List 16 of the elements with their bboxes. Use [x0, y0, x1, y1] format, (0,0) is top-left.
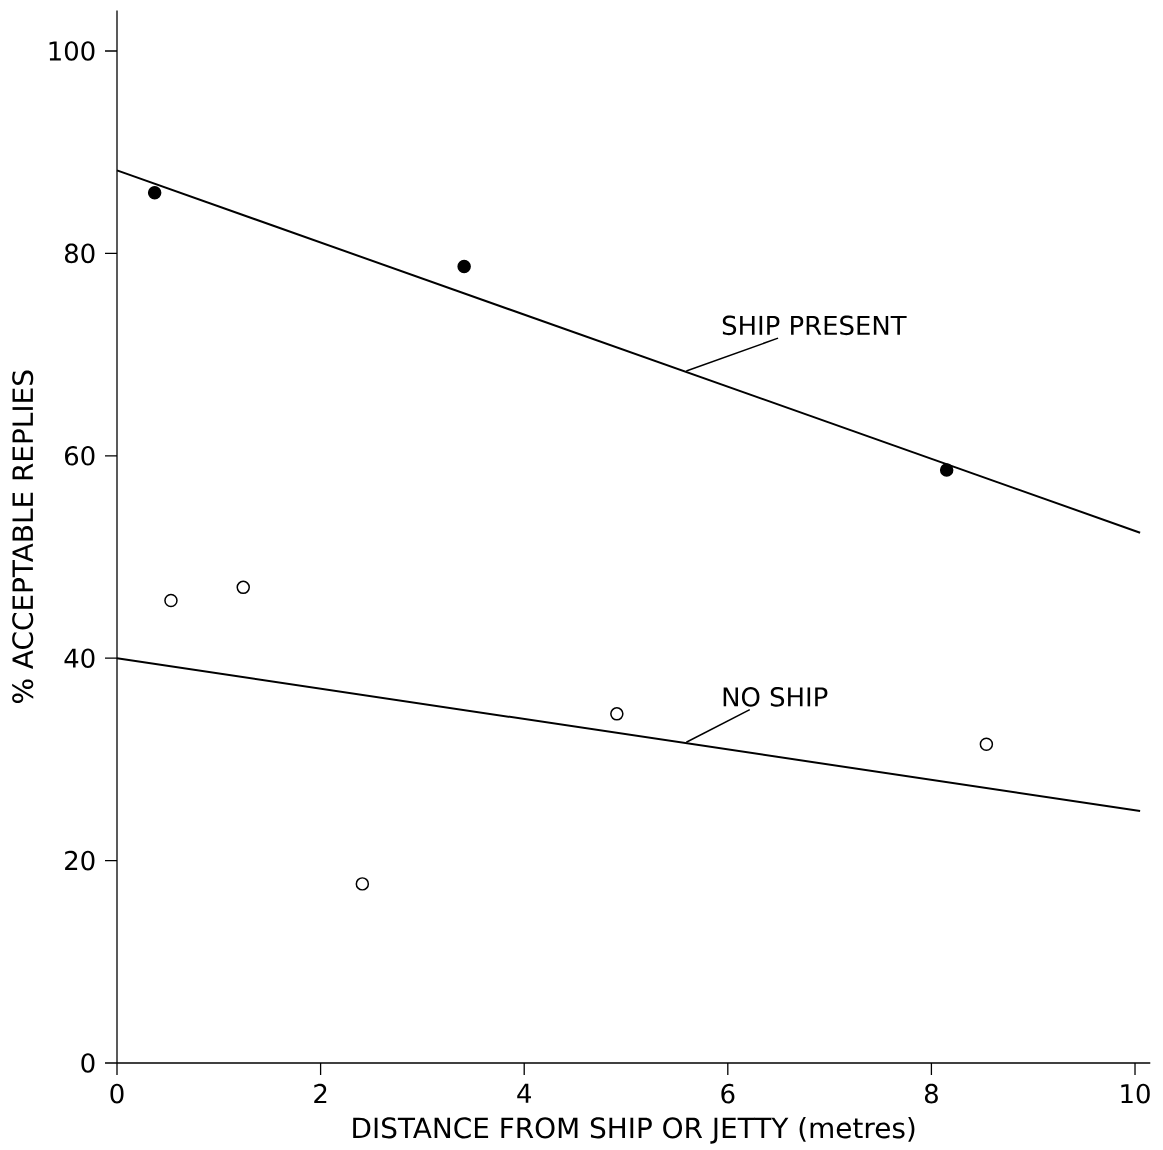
x-axis-title: DISTANCE FROM SHIP OR JETTY (metres) [353, 1116, 915, 1144]
y-tick-label: 0 [81, 1053, 95, 1073]
y-tick-label: 20 [65, 850, 95, 871]
x-tick-label: 10 [1121, 1083, 1150, 1104]
y-tick-label: 80 [64, 243, 95, 264]
series-label: SHIP PRESENT [722, 315, 907, 336]
y-tick-label: 100 [49, 41, 95, 61]
x-tick-label: 2 [314, 1083, 327, 1104]
x-tick-label: 6 [721, 1083, 735, 1104]
x-tick-label: 0 [110, 1083, 124, 1104]
y-tick-label: 40 [64, 648, 95, 668]
y-axis-title: % ACCEPTABLE REPLIES [12, 370, 34, 703]
x-tick-label: 4 [517, 1083, 531, 1103]
series-label: NO SHIP [723, 687, 828, 707]
y-tick-label: 60 [65, 445, 95, 466]
x-tick-label: 8 [924, 1083, 938, 1104]
